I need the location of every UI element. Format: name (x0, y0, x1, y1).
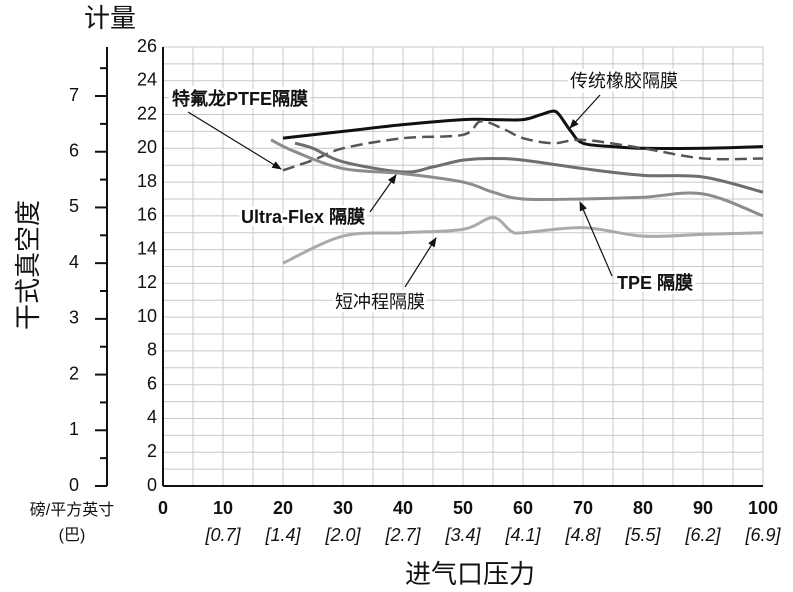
y-tick-label: 10 (137, 306, 157, 326)
x2-tick-label: [2.0] (324, 525, 361, 545)
x-tick-label: 10 (213, 498, 233, 518)
y2-tick-label: 0 (69, 475, 79, 495)
x2-tick-label: [3.4] (444, 525, 481, 545)
x-tick-label: 40 (393, 498, 413, 518)
y2-tick-label: 2 (69, 363, 79, 383)
annotation-arrow (187, 111, 282, 170)
series-line (282, 216, 764, 265)
x-axis-title: 进气口压力 (405, 559, 535, 589)
legend-label: 特氟龙PTFE隔膜 (172, 88, 308, 109)
x2-tick-label: [1.4] (264, 525, 301, 545)
x-tick-label: 70 (573, 498, 593, 518)
series-line (282, 109, 764, 151)
y-axis-title: 干式真空度 (13, 200, 43, 330)
series-line (270, 138, 764, 218)
legend-label: 短冲程隔膜 (335, 292, 425, 312)
annotation-arrow (569, 94, 601, 129)
x-tick-label: 30 (333, 498, 353, 518)
y2-tick-label: 7 (69, 85, 79, 105)
x-tick-label: 20 (273, 498, 293, 518)
x2-tick-label: [2.7] (384, 525, 421, 545)
y-tick-label: 18 (137, 171, 157, 191)
y-tick-label: 24 (137, 70, 157, 90)
y-tick-label: 20 (137, 137, 157, 157)
y-tick-label: 8 (147, 340, 157, 360)
x2-unit-label: (巴) (59, 527, 86, 544)
y2-tick-label: 5 (69, 196, 79, 216)
annotation-arrow (369, 174, 397, 213)
y-tick-label: 26 (137, 36, 157, 56)
annotation-arrow (579, 201, 613, 277)
x-tick-label: 50 (453, 498, 473, 518)
x-unit-label: 磅/平方英寸 (30, 501, 114, 519)
y-tick-label: 2 (147, 441, 157, 461)
y-tick-label: 6 (147, 373, 157, 393)
x-tick-label: 90 (693, 498, 713, 518)
x-tick-label: 60 (513, 498, 533, 518)
x2-tick-label: [6.2] (684, 525, 721, 545)
y-tick-label: 22 (137, 103, 157, 123)
y2-axis-title: 计量 (84, 3, 136, 33)
y-tick-label: 16 (137, 205, 157, 225)
series-line (282, 120, 764, 172)
x-tick-label: 0 (158, 498, 168, 518)
y-tick-label: 14 (137, 238, 157, 258)
series-line (294, 141, 764, 194)
x-tick-label: 100 (748, 498, 778, 518)
y2-tick-label: 6 (69, 140, 79, 160)
legend-label: TPE 隔膜 (617, 272, 693, 293)
x2-tick-label: [4.1] (504, 525, 541, 545)
y2-tick-label: 3 (69, 308, 79, 328)
legend-label: 传统橡胶隔膜 (570, 71, 678, 91)
y2-tick-label: 4 (69, 252, 79, 272)
y-tick-label: 0 (147, 475, 157, 495)
x-tick-label: 80 (633, 498, 653, 518)
x2-tick-label: [4.8] (564, 525, 601, 545)
y-tick-label: 4 (147, 407, 157, 427)
x2-tick-label: [0.7] (204, 525, 241, 545)
y-tick-label: 12 (137, 272, 157, 292)
x2-tick-label: [6.9] (744, 525, 781, 545)
x2-tick-label: [5.5] (624, 525, 661, 545)
annotation-arrow (404, 237, 437, 288)
y2-tick-label: 1 (69, 419, 79, 439)
legend-label: Ultra-Flex 隔膜 (241, 206, 365, 227)
